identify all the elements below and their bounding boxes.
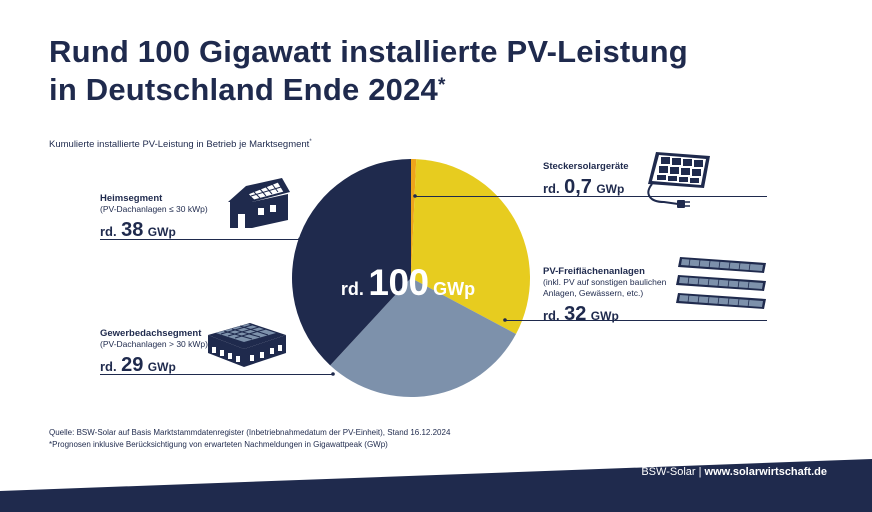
total-label: rd. 100 GWp <box>318 262 498 304</box>
gewerbe-prefix: rd. <box>100 359 117 374</box>
leader-heimsegment <box>100 239 300 240</box>
gewerbe-name: Gewerbedachsegment <box>100 328 202 339</box>
solar-field-icon <box>676 257 766 309</box>
footer-separator: | <box>695 466 705 478</box>
frei-desc-1: (inkl. PV auf sonstigen baulichen <box>543 277 667 287</box>
page-title: Rund 100 Gigawatt installierte PV-Leistu… <box>49 33 688 109</box>
title-line-1: Rund 100 Gigawatt installierte PV-Leistu… <box>49 34 688 69</box>
subtitle-footnote-marker: * <box>309 139 312 145</box>
label-freiflaechenanlagen: PV-Freiflächenanlagen (inkl. PV auf sons… <box>543 266 666 326</box>
label-heimsegment: Heimsegment (PV-Dachanlagen ≤ 30 kWp) rd… <box>100 193 208 242</box>
pie-slice-gewerbedachsegment <box>330 278 516 397</box>
title-line-2-text: in Deutschland Ende 2024 <box>49 72 438 107</box>
frei-value: rd. 32 GWp <box>543 303 666 326</box>
pie-slice-pv-freiflächenanlagen <box>411 159 530 335</box>
house-solar-icon <box>228 178 290 228</box>
label-steckersolargeraete: Steckersolargeräte rd. 0,7 GWp <box>543 161 629 199</box>
heimsegment-value: rd. 38 GWp <box>100 219 208 242</box>
title-line-2: in Deutschland Ende 2024* <box>49 71 688 109</box>
stecker-name: Steckersolargeräte <box>543 161 629 172</box>
leader-gewerbedachsegment <box>100 374 333 375</box>
commercial-roof-solar-icon <box>208 323 286 367</box>
heimsegment-desc: (PV-Dachanlagen ≤ 30 kWp) <box>100 204 208 214</box>
pie-slice-steckersolargeräte <box>411 159 417 278</box>
gewerbe-desc: (PV-Dachanlagen > 30 kWp) <box>100 339 208 349</box>
source-note: Quelle: BSW-Solar auf Basis Marktstammda… <box>49 427 450 451</box>
frei-number: 32 <box>564 303 587 325</box>
leader-steckersolargeraete <box>415 196 767 197</box>
leader-freiflaechenanlagen <box>505 320 767 321</box>
frei-desc-2: Anlagen, Gewässern, etc.) <box>543 288 644 298</box>
label-gewerbedachsegment: Gewerbedachsegment (PV-Dachanlagen > 30 … <box>100 328 208 377</box>
chart-subtitle: Kumulierte installierte PV-Leistung in B… <box>49 139 312 150</box>
heimsegment-unit: GWp <box>147 225 176 239</box>
heimsegment-name: Heimsegment <box>100 193 163 204</box>
heimsegment-prefix: rd. <box>100 224 117 239</box>
total-value: 100 <box>368 262 429 303</box>
total-prefix: rd. <box>340 279 364 299</box>
frei-name: PV-Freiflächenanlagen <box>543 266 645 277</box>
gewerbe-value: rd. 29 GWp <box>100 354 208 377</box>
stecker-unit: GWp <box>596 182 625 196</box>
forecast-footnote: *Prognosen inklusive Berücksichtigung vo… <box>49 440 388 449</box>
title-footnote-marker: * <box>437 75 446 96</box>
frei-unit: GWp <box>590 309 619 323</box>
total-unit: GWp <box>433 279 476 299</box>
stecker-number: 0,7 <box>564 176 592 198</box>
footer-website-link[interactable]: www.solarwirtschaft.de <box>704 466 827 478</box>
pie-slice-heimsegment <box>292 159 411 366</box>
stecker-value: rd. 0,7 GWp <box>543 176 629 199</box>
gewerbe-number: 29 <box>121 354 144 376</box>
gewerbe-unit: GWp <box>147 360 176 374</box>
subtitle-text: Kumulierte installierte PV-Leistung in B… <box>49 139 310 151</box>
footer-text: BSW-Solar | www.solarwirtschaft.de <box>641 466 827 478</box>
heimsegment-number: 38 <box>121 219 144 241</box>
frei-prefix: rd. <box>543 308 560 323</box>
footer-brand: BSW-Solar <box>641 466 696 478</box>
plug-in-solar-panel-icon <box>647 152 710 208</box>
stecker-prefix: rd. <box>543 181 560 196</box>
source-line: Quelle: BSW-Solar auf Basis Marktstammda… <box>49 428 451 437</box>
